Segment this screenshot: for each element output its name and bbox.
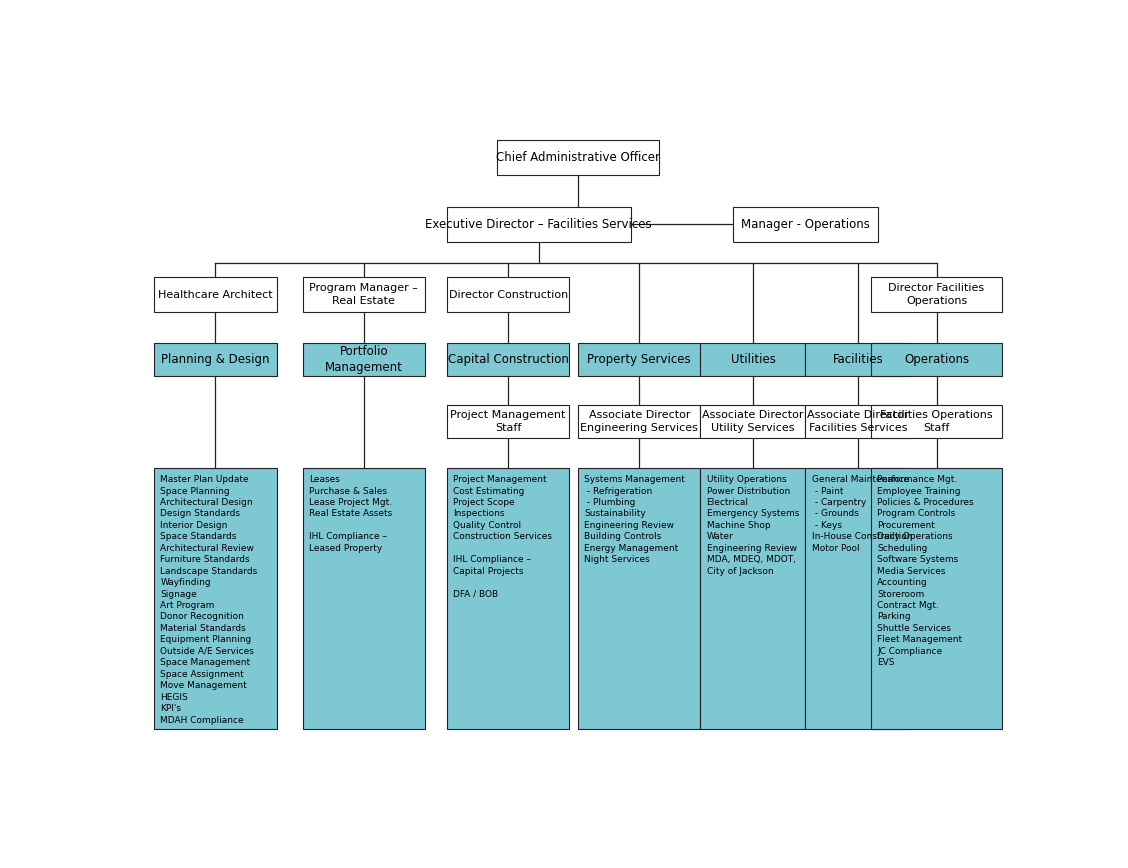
Text: Portfolio
Management: Portfolio Management (325, 345, 403, 374)
Text: Utilities: Utilities (731, 353, 775, 366)
FancyBboxPatch shape (302, 277, 425, 312)
FancyBboxPatch shape (871, 404, 1002, 438)
Text: Chief Administrative Officer: Chief Administrative Officer (496, 151, 660, 164)
Text: Systems Management
 - Refrigeration
 - Plumbing
Sustainability
Engineering Revie: Systems Management - Refrigeration - Plu… (584, 475, 685, 564)
FancyBboxPatch shape (871, 469, 1002, 729)
Text: Executive Director – Facilities Services: Executive Director – Facilities Services (425, 218, 652, 231)
Text: Operations: Operations (904, 353, 969, 366)
FancyBboxPatch shape (447, 277, 570, 312)
Text: Facilities: Facilities (832, 353, 883, 366)
Text: Master Plan Update
Space Planning
Architectural Design
Design Standards
Interior: Master Plan Update Space Planning Archit… (160, 475, 257, 725)
Text: Director Construction: Director Construction (449, 290, 567, 299)
Text: Project Management
Staff: Project Management Staff (450, 411, 566, 433)
FancyBboxPatch shape (871, 343, 1002, 376)
Text: Planning & Design: Planning & Design (161, 353, 270, 366)
Text: Associate Director
Facilities Services: Associate Director Facilities Services (808, 411, 908, 433)
FancyBboxPatch shape (447, 469, 570, 729)
Text: Manager - Operations: Manager - Operations (741, 218, 870, 231)
Text: Associate Director
Engineering Services: Associate Director Engineering Services (581, 411, 698, 433)
Text: Project Management
Cost Estimating
Project Scope
Inspections
Quality Control
Con: Project Management Cost Estimating Proje… (453, 475, 552, 599)
Text: Program Manager –
Real Estate: Program Manager – Real Estate (309, 284, 418, 306)
Text: Leases
Purchase & Sales
Lease Project Mgt.
Real Estate Assets

IHL Compliance –
: Leases Purchase & Sales Lease Project Mg… (309, 475, 393, 553)
FancyBboxPatch shape (302, 469, 425, 729)
Text: Director Facilities
Operations: Director Facilities Operations (889, 284, 985, 306)
FancyBboxPatch shape (302, 343, 425, 376)
FancyBboxPatch shape (155, 343, 276, 376)
FancyBboxPatch shape (578, 469, 700, 729)
FancyBboxPatch shape (447, 404, 570, 438)
FancyBboxPatch shape (700, 343, 805, 376)
FancyBboxPatch shape (700, 404, 805, 438)
FancyBboxPatch shape (155, 469, 276, 729)
FancyBboxPatch shape (447, 207, 631, 242)
Text: Utility Operations
Power Distribution
Electrical
Emergency Systems
Machine Shop
: Utility Operations Power Distribution El… (706, 475, 799, 575)
FancyBboxPatch shape (805, 404, 910, 438)
FancyBboxPatch shape (733, 207, 878, 242)
FancyBboxPatch shape (497, 141, 659, 175)
FancyBboxPatch shape (578, 404, 700, 438)
FancyBboxPatch shape (871, 277, 1002, 312)
Text: Associate Director
Utility Services: Associate Director Utility Services (703, 411, 803, 433)
FancyBboxPatch shape (805, 343, 910, 376)
Text: Healthcare Architect: Healthcare Architect (158, 290, 273, 299)
Text: Performance Mgt.
Employee Training
Policies & Procedures
Program Controls
Procur: Performance Mgt. Employee Training Polic… (878, 475, 973, 667)
FancyBboxPatch shape (578, 343, 700, 376)
FancyBboxPatch shape (447, 343, 570, 376)
Text: Property Services: Property Services (588, 353, 691, 366)
FancyBboxPatch shape (700, 469, 805, 729)
FancyBboxPatch shape (155, 277, 276, 312)
Text: General Maintenance
 - Paint
 - Carpentry
 - Grounds
 - Keys
In-House Constructi: General Maintenance - Paint - Carpentry … (811, 475, 913, 553)
Text: Facilities Operations
Staff: Facilities Operations Staff (880, 411, 993, 433)
Text: Capital Construction: Capital Construction (448, 353, 569, 366)
FancyBboxPatch shape (805, 469, 910, 729)
